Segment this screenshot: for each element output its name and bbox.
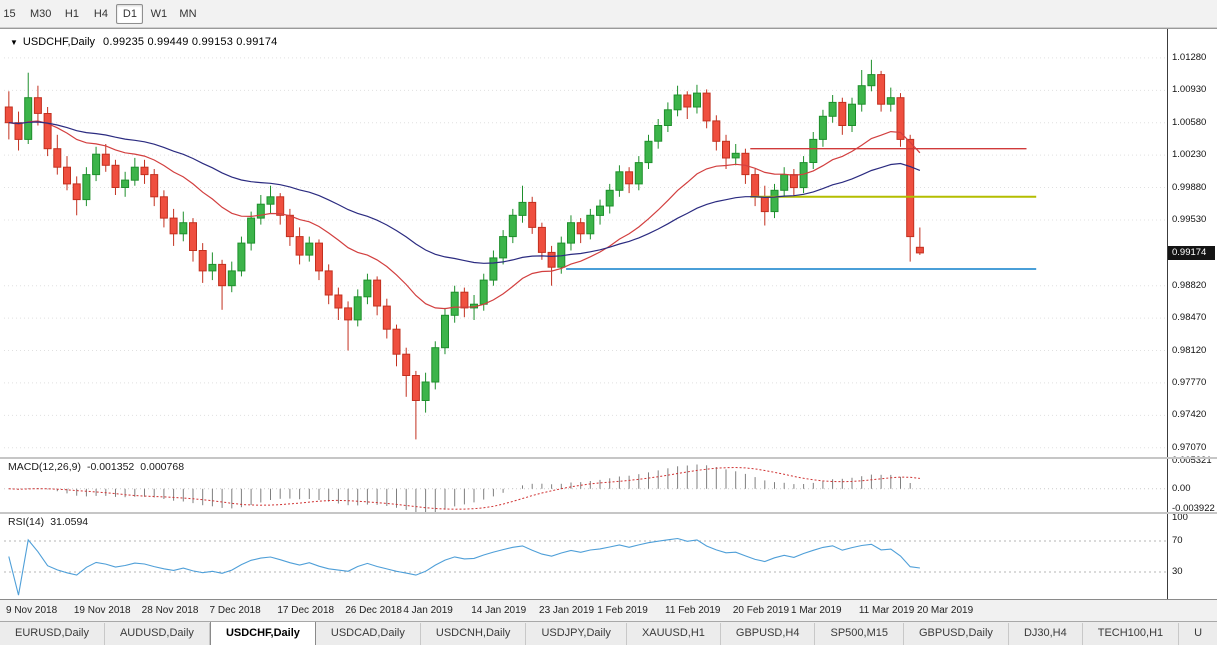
date-label: 1 Mar 2019 [791, 605, 842, 616]
date-label: 19 Nov 2018 [73, 605, 131, 616]
tab-gbpusd-daily[interactable]: GBPUSD,Daily [903, 623, 1009, 645]
timeframe-button-mn[interactable]: MN [179, 7, 197, 20]
date-label: 17 Dec 2018 [277, 605, 335, 616]
tab-tech100-h1[interactable]: TECH100,H1 [1082, 623, 1180, 645]
main-chart-svg[interactable] [4, 32, 1167, 457]
rsi-label: RSI(14) 31.0594 [8, 516, 88, 528]
date-label: 11 Feb 2019 [665, 605, 721, 616]
tab-eurusd-daily[interactable]: EURUSD,Daily [0, 623, 105, 645]
date-label: 14 Jan 2019 [471, 605, 527, 616]
macd-signal-value: 0.000768 [140, 461, 185, 473]
price-label: 0.99880 [1172, 181, 1207, 193]
current-price-badge: 0.99174 [1168, 245, 1215, 260]
rsi-value: 31.0594 [50, 516, 89, 528]
time-axis-border [0, 599, 1217, 600]
candles-layer [4, 59, 924, 440]
date-label: 9 Nov 2018 [6, 605, 58, 616]
price-label: 1.00930 [1172, 84, 1207, 96]
date-label: 20 Mar 2019 [917, 605, 974, 616]
rsi-axis-label: 100 [1172, 511, 1188, 523]
tab-dj30-h4[interactable]: DJ30,H4 [1008, 623, 1083, 645]
tab-usdcad-daily[interactable]: USDCAD,Daily [315, 623, 421, 645]
price-label: 0.97070 [1172, 441, 1207, 453]
price-label: 1.01280 [1172, 51, 1207, 63]
chart-tabs: EURUSD,Daily AUDUSD,Daily USDCHF,Daily USDC… [0, 621, 1217, 645]
tab-usdjpy-daily[interactable]: USDJPY,Daily [526, 623, 627, 645]
date-label: 7 Dec 2018 [209, 605, 261, 616]
date-label: 26 Dec 2018 [345, 605, 402, 616]
price-label: 0.97420 [1172, 409, 1207, 421]
timeframe-button-15[interactable]: 15 [3, 7, 16, 20]
tab-usdchf-daily[interactable]: USDCHF,Daily [209, 622, 316, 645]
rsi-svg[interactable] [4, 514, 1167, 599]
price-label: 0.98120 [1172, 344, 1207, 356]
macd-main-value: -0.001352 [86, 461, 135, 473]
rsi-axis-label: 70 [1172, 535, 1183, 547]
moving-averages [8, 120, 921, 310]
macd-name: MACD(12,26,9) [8, 461, 81, 473]
panel-divider-rsi[interactable] [0, 512, 1217, 514]
date-label: 20 Feb 2019 [732, 605, 790, 616]
macd-axis-label: 0.00 [1172, 482, 1191, 494]
price-label: 1.00580 [1172, 116, 1207, 128]
panel-divider-macd[interactable] [0, 457, 1217, 459]
macd-label: MACD(12,26,9) -0.001352 0.000768 [8, 461, 184, 473]
tab-xauusd-h1[interactable]: XAUUSD,H1 [626, 623, 721, 645]
tab-u[interactable]: U [1179, 623, 1217, 645]
timeframe-button-w1[interactable]: W1 [150, 7, 168, 20]
chart-symbol: USDCHF,Daily [22, 36, 96, 48]
date-label: 28 Nov 2018 [141, 605, 199, 616]
chart-context-icon[interactable]: ▼ [10, 38, 18, 47]
date-label: 23 Jan 2019 [539, 605, 595, 616]
macd-signal-line [8, 466, 920, 510]
tab-usdcnh-daily[interactable]: USDCNH,Daily [420, 623, 527, 645]
chart-title: ▼ USDCHF,Daily 0.99235 0.99449 0.99153 0.9… [10, 36, 277, 48]
price-label: 0.99530 [1172, 213, 1207, 225]
timeframe-button-d1[interactable]: D1 [116, 3, 144, 24]
price-label: 1.00230 [1172, 149, 1207, 161]
rsi-name: RSI(14) [8, 516, 45, 528]
timeframe-button-h1[interactable]: H1 [64, 7, 79, 20]
price-label: 0.98470 [1172, 312, 1207, 324]
price-label: 0.97770 [1172, 376, 1207, 388]
date-axis: 9 Nov 2018 19 Nov 2018 28 Nov 2018 7 Dec 20… [0, 600, 1217, 622]
horizontal-line-objects[interactable] [566, 147, 1037, 270]
price-label: 0.98820 [1172, 279, 1207, 291]
macd-axis-label: -0.003922 [1172, 503, 1215, 515]
timeframe-toolbar: 15 M30 H1 H4 D1 W1 MN [0, 0, 1217, 28]
tab-sp500-m15[interactable]: SP500,M15 [815, 623, 904, 645]
tab-gbpusd-h4[interactable]: GBPUSD,H4 [720, 623, 816, 645]
date-label: 11 Mar 2019 [858, 605, 915, 616]
date-label: 1 Feb 2019 [597, 605, 648, 616]
rsi-line [8, 537, 920, 596]
rsi-axis-label: 30 [1172, 565, 1183, 577]
tab-audusd-daily[interactable]: AUDUSD,Daily [104, 623, 210, 645]
date-label: 4 Jan 2019 [403, 605, 453, 616]
macd-axis-label: 0.005321 [1172, 455, 1212, 467]
chart-ohlc-values: 0.99235 0.99449 0.99153 0.99174 [103, 36, 278, 48]
timeframe-button-m30[interactable]: M30 [30, 7, 52, 20]
price-axis: 0.99174 1.01280 1.00930 1.00580 1.00230 0.99… [1168, 29, 1217, 599]
axis-separator [1167, 29, 1168, 599]
chart-window[interactable]: ▼ USDCHF,Daily 0.99235 0.99449 0.99153 0.9… [0, 28, 1217, 622]
macd-svg[interactable] [4, 459, 1167, 512]
timeframe-button-h4[interactable]: H4 [93, 7, 108, 20]
